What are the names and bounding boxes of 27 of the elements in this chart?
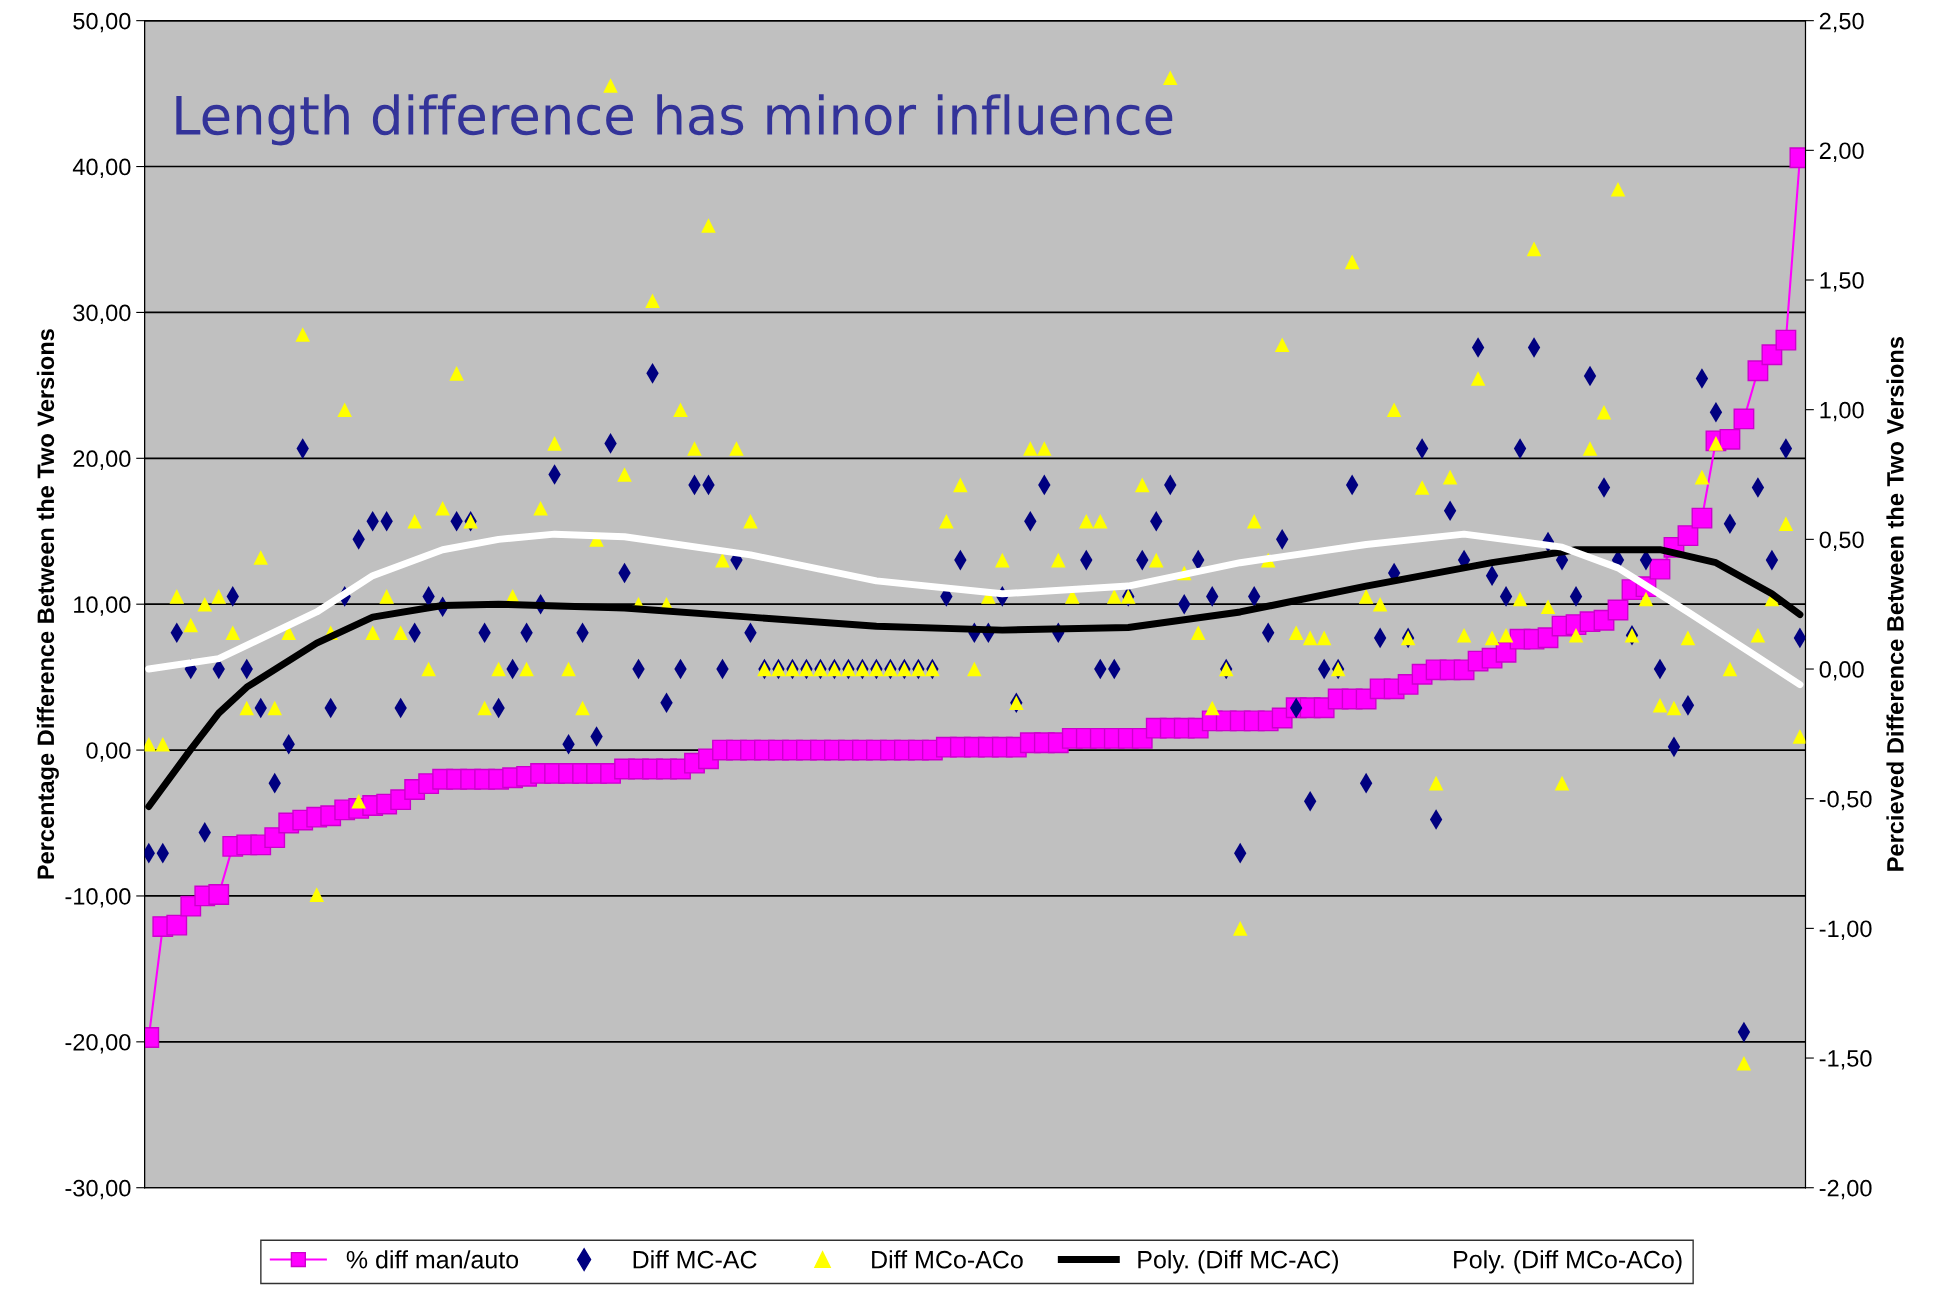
y-tick-label: -10,00 bbox=[65, 888, 131, 908]
text: Poly. (Diff MCo-ACo) bbox=[1454, 1250, 1682, 1274]
y2-tick-label: -2,00 bbox=[1819, 1179, 1872, 1200]
y-tick-label: 50,00 bbox=[73, 12, 131, 33]
legend-label: % diff man/auto bbox=[346, 1250, 519, 1269]
y-tick-label: -30,00 bbox=[65, 1179, 131, 1200]
y-tick-label: 0,00 bbox=[86, 742, 131, 762]
y-tick-label: 10,00 bbox=[74, 596, 131, 616]
y-axis-title: Percentage Difference Between the Two Versions bbox=[36, 329, 59, 879]
y-tick-label: 20,00 bbox=[73, 450, 131, 470]
y2-tick-label: -1,00 bbox=[1819, 920, 1872, 940]
legend-label: Diff MCo-ACo bbox=[872, 1250, 1023, 1269]
y2-tick-label: 0,00 bbox=[1819, 661, 1864, 681]
legend-label: Diff MC-AC bbox=[633, 1250, 757, 1269]
y-tick-label: -20,00 bbox=[65, 1033, 131, 1054]
y2-tick-label: 0,50 bbox=[1819, 531, 1864, 551]
y2-tick-label: -1,50 bbox=[1819, 1050, 1872, 1070]
text: Length difference has minor influence bbox=[176, 94, 1173, 146]
y2-tick-label: 2,50 bbox=[1819, 12, 1864, 33]
legend-label: Poly. (Diff MC-AC) bbox=[1138, 1250, 1339, 1274]
y-tick-label: 40,00 bbox=[72, 158, 131, 179]
y-tick-label: 30,00 bbox=[73, 304, 131, 324]
y2-tick-label: 1,50 bbox=[1820, 272, 1864, 292]
y2-tick-label: 2,00 bbox=[1819, 142, 1864, 162]
y2-tick-label: -0,50 bbox=[1819, 790, 1872, 811]
y2-axis-title: Percieved Difference Between the Two Versions bbox=[1886, 337, 1904, 871]
y2-tick-label: 1,00 bbox=[1820, 401, 1864, 422]
